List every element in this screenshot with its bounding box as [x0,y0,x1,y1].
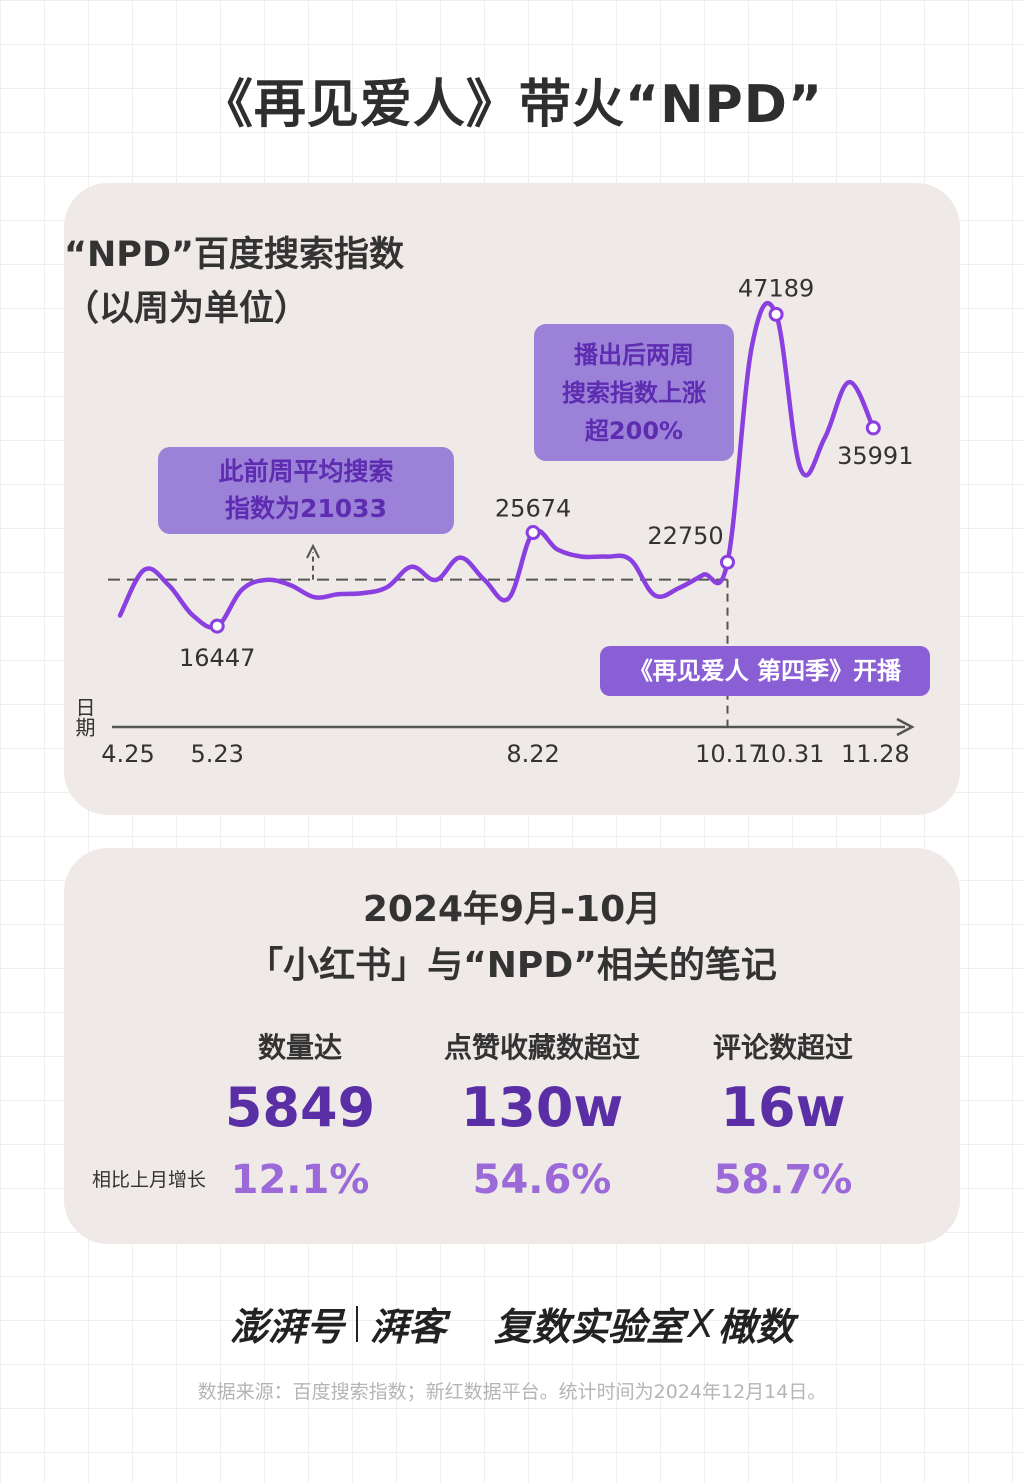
data-label: 22750 [647,522,723,550]
growth-callout: 播出后两周 搜索指数上涨 超200% [534,324,734,461]
growth-label: 相比上月增长 [92,1169,207,1191]
stat-likes: 点赞收藏数超过 130w 54.6% [402,1028,682,1212]
data-label: 35991 [837,442,913,470]
stat-growth: 54.6% [472,1157,612,1203]
data-label: 47189 [738,274,814,302]
x-tick-label: 4.25 [101,740,154,768]
data-point [768,306,784,322]
stat-value: 5849 [224,1076,376,1139]
logo-divider [355,1305,358,1342]
stats-title-line1: 2024年9月-10月 [362,889,662,930]
collab-x: X [687,1301,715,1346]
stat-label: 评论数超过 [712,1031,853,1064]
x-tick-label: 10.17 [695,740,764,768]
stat-label: 点赞收藏数超过 [443,1031,640,1064]
average-pointer-arrow [306,543,320,559]
stat-label: 数量达 [257,1031,342,1064]
x-axis-title: 日期 [72,697,96,737]
stats-card [64,848,960,1244]
x-axis-arrow [896,717,915,737]
x-tick-label: 5.23 [190,740,243,768]
average-callout: 此前周平均搜索 指数为21033 [158,447,454,534]
paike-logo: 湃客 [369,1305,446,1349]
data-point [720,554,735,570]
logo-bar: 澎湃号 湃客 复数实验室 X 橄数 [0,1296,1024,1350]
x-tick-label: 8.22 [506,740,559,768]
data-point [525,525,541,541]
chart-title: “NPD”百度搜索指数 （以周为单位） [64,235,405,329]
stat-comments: 评论数超过 16w 58.7% [643,1028,923,1212]
series-line [117,300,876,630]
x-tick-label: 11.28 [841,740,910,768]
x-tick-label: 10.31 [756,740,825,768]
premiere-label: 《再见爱人 第四季》开播 [600,646,930,696]
data-label: 16447 [179,644,255,672]
pengpai-logo: 澎湃号 [229,1305,344,1349]
stats-title-line2: 「小红书」与“NPD”相关的笔记 [247,945,777,986]
fushu-lab-logo: 复数实验室 [493,1305,684,1349]
stat-growth: 12.1% [230,1157,370,1203]
stat-value: 130w [460,1076,624,1139]
data-source: 数据来源：百度搜索指数；新红数据平台。统计时间为2024年12月14日。 [197,1381,827,1403]
stat-notes-count: 数量达 5849 12.1% [160,1028,440,1212]
ganshu-logo: 橄数 [718,1305,795,1349]
stat-value: 16w [720,1076,846,1139]
data-point [865,420,881,436]
data-label: 25674 [495,495,571,523]
data-point [209,618,225,634]
stat-growth: 58.7% [713,1157,853,1203]
page-title: 《再见爱人》带火“NPD” [200,75,824,135]
